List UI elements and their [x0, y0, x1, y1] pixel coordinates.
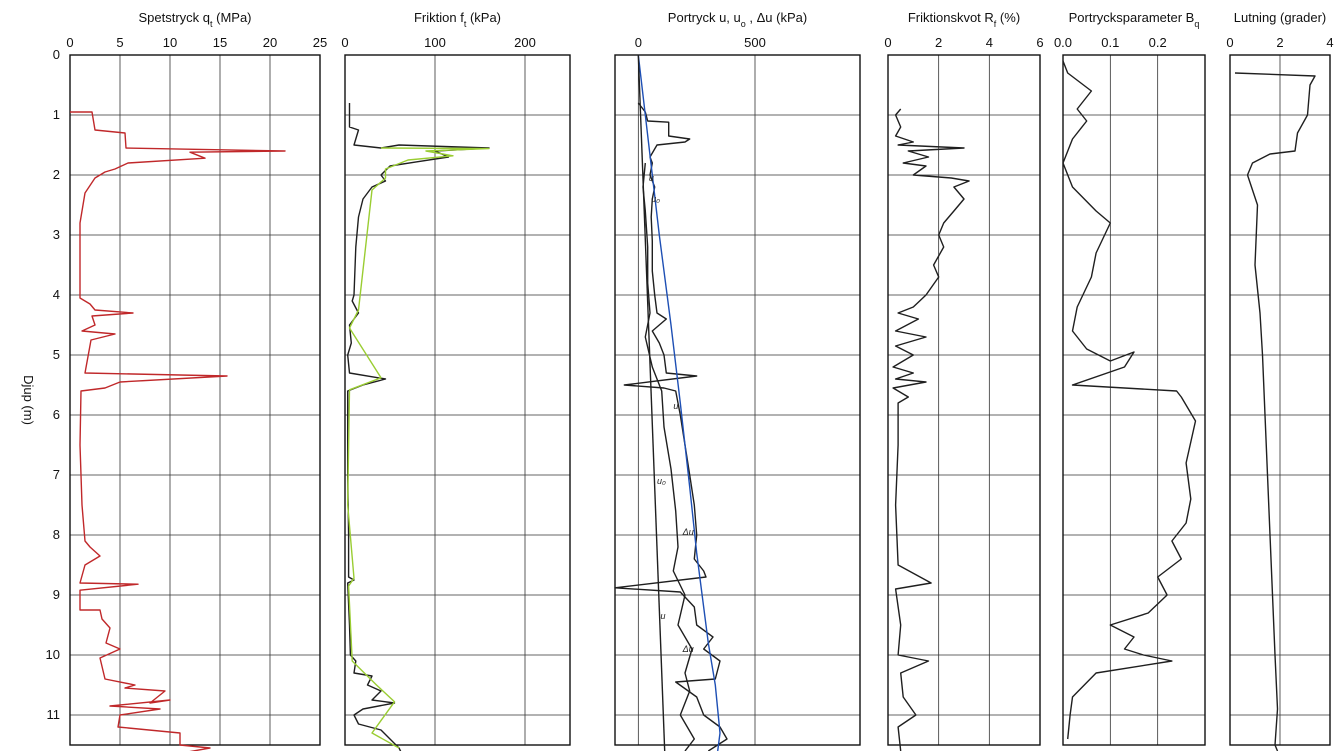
- x-tick-label: 200: [514, 35, 536, 50]
- x-tick-label: 0: [341, 35, 348, 50]
- series-line: [637, 54, 721, 751]
- panel-frame: [1229, 54, 1331, 746]
- panel-title: Lutning (grader): [1234, 10, 1327, 25]
- x-tick-label: 0: [635, 35, 642, 50]
- series-line: [1234, 72, 1316, 751]
- panel-frame: [614, 54, 861, 746]
- series-line: [347, 147, 490, 749]
- y-tick-label: 1: [53, 107, 60, 122]
- x-tick-label: 0: [66, 35, 73, 50]
- x-tick-label: 0.0: [1054, 35, 1072, 50]
- series-line: [1062, 60, 1197, 740]
- y-tick-label: 8: [53, 527, 60, 542]
- series-line: [637, 54, 666, 751]
- x-tick-label: 5: [116, 35, 123, 50]
- y-tick-label: 2: [53, 167, 60, 182]
- x-tick-label: 2: [935, 35, 942, 50]
- panel-frame: [887, 54, 1041, 746]
- series-line: [642, 162, 695, 751]
- y-tick-label: 10: [46, 647, 60, 662]
- x-tick-label: 0: [1226, 35, 1233, 50]
- x-tick-label: 4: [986, 35, 993, 50]
- y-tick-label: 11: [47, 707, 61, 722]
- y-tick-label: 3: [53, 227, 60, 242]
- y-tick-label: 9: [53, 587, 60, 602]
- x-tick-label: 100: [424, 35, 446, 50]
- panel-title: Friktionskvot Rf (%): [908, 10, 1020, 29]
- y-tick-label: 0: [53, 47, 60, 62]
- x-tick-label: 0: [884, 35, 891, 50]
- panel-title: Friktion ft (kPa): [414, 10, 501, 29]
- curve-annotation: Δu: [682, 644, 694, 654]
- curve-annotation: u₀: [651, 194, 660, 204]
- curve-annotation: u: [673, 401, 678, 411]
- panel-title: Portryck u, uo , Δu (kPa): [668, 10, 807, 29]
- panel-title: Spetstryck qt (MPa): [138, 10, 251, 29]
- curve-annotation: u₀: [657, 476, 666, 486]
- x-tick-label: 0.1: [1101, 35, 1119, 50]
- y-axis-label: Djup (m): [21, 375, 36, 425]
- y-tick-label: 4: [53, 287, 60, 302]
- panel-frame: [69, 54, 321, 746]
- y-tick-label: 7: [53, 467, 60, 482]
- x-tick-label: 6: [1036, 35, 1043, 50]
- panel-frame: [344, 54, 571, 746]
- x-tick-label: 0.2: [1149, 35, 1167, 50]
- x-tick-label: 20: [263, 35, 277, 50]
- x-tick-label: 4: [1326, 35, 1333, 50]
- curve-annotation: Δu: [682, 527, 694, 537]
- y-tick-label: 5: [53, 347, 60, 362]
- series-line: [347, 103, 490, 751]
- x-tick-label: 2: [1276, 35, 1283, 50]
- curve-annotation: u: [649, 173, 654, 183]
- x-tick-label: 25: [313, 35, 327, 50]
- x-tick-label: 10: [163, 35, 177, 50]
- x-tick-label: 15: [213, 35, 227, 50]
- panel-frame: [1062, 54, 1206, 746]
- x-tick-label: 500: [744, 35, 766, 50]
- panel-title: Portrycksparameter Bq: [1069, 10, 1200, 29]
- y-tick-label: 6: [53, 407, 60, 422]
- series-line: [70, 111, 286, 751]
- series-line: [892, 108, 970, 751]
- curve-annotation: u: [661, 611, 666, 621]
